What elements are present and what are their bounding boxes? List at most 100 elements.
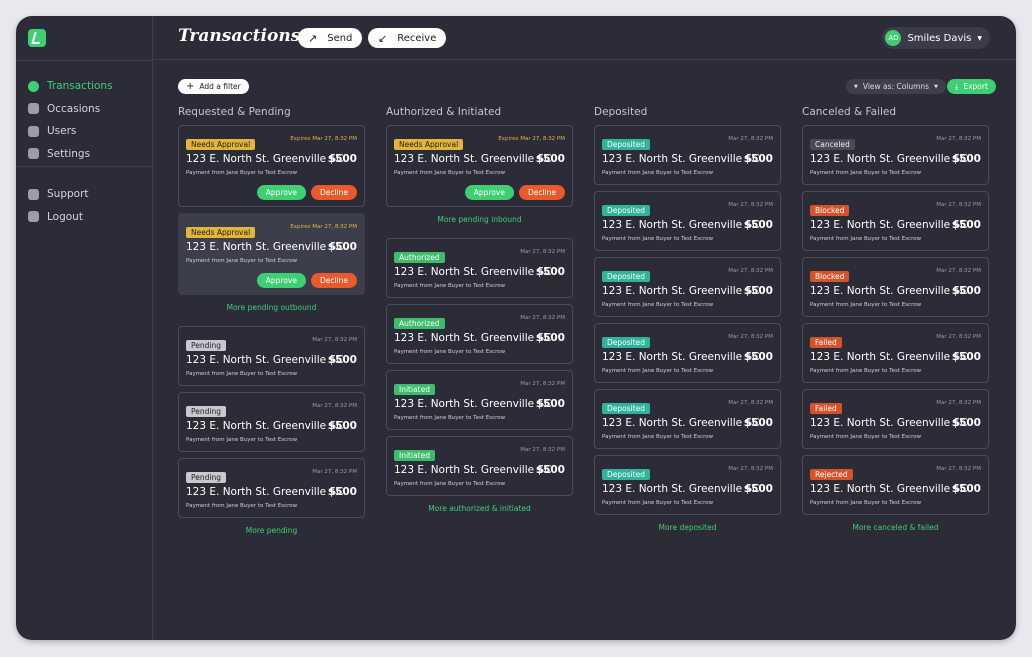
transaction-card[interactable]: Failed Mar 27, 8:32 PM 123 E. North St. Gr… [802, 323, 989, 383]
status-badge: Blocked [810, 271, 850, 282]
transaction-card[interactable]: Deposited Mar 27, 8:32 PM 123 E. North St.… [594, 125, 781, 185]
add-filter-label: Add a filter [199, 82, 241, 91]
transaction-card[interactable]: Needs Approval Expires Mar 27, 8:32 PM 123… [178, 213, 365, 295]
more-link[interactable]: More authorized & initiated [428, 504, 531, 513]
nav-item[interactable]: Settings [28, 146, 90, 162]
transaction-card[interactable]: Failed Mar 27, 8:32 PM 123 E. North St. Gr… [802, 389, 989, 449]
status-badge: Deposited [602, 271, 651, 282]
status-badge: Authorized [394, 318, 445, 329]
date: Mar 27, 8:32 PM [728, 400, 773, 406]
date: Mar 27, 8:32 PM [312, 469, 357, 475]
address: 123 E. North St. Greenville SC [186, 486, 344, 498]
nav-label: Transactions [47, 80, 113, 92]
address: 123 E. North St. Greenville SC [810, 417, 968, 429]
transaction-card[interactable]: Deposited Mar 27, 8:32 PM 123 E. North St.… [594, 455, 781, 515]
user-menu[interactable]: AD Smiles Davis ▼ [882, 27, 990, 49]
address: 123 E. North St. Greenville SC [602, 219, 760, 231]
amount: $500 [743, 351, 773, 363]
action-button[interactable]: Decline [310, 185, 357, 200]
transaction-card[interactable]: Initiated Mar 27, 8:32 PM 123 E. North St.… [386, 436, 573, 496]
date: Mar 27, 8:32 PM [728, 268, 773, 274]
date: Mar 27, 8:32 PM [936, 466, 981, 472]
transaction-card[interactable]: Blocked Mar 27, 8:32 PM 123 E. North St. G… [802, 191, 989, 251]
more-link[interactable]: More pending inbound [437, 215, 522, 224]
action-button[interactable]: Approve [256, 273, 306, 288]
transaction-card[interactable]: Authorized Mar 27, 8:32 PM 123 E. North St… [386, 304, 573, 364]
more-link[interactable]: More deposited [658, 523, 717, 532]
address: 123 E. North St. Greenville SC [394, 153, 552, 165]
column: Requested & Pending Needs Approval Expires… [178, 106, 365, 549]
amount: $500 [327, 241, 357, 253]
transaction-card[interactable]: Initiated Mar 27, 8:32 PM 123 E. North St.… [386, 370, 573, 430]
transaction-card[interactable]: Needs Approval Expires Mar 27, 8:32 PM 123… [386, 125, 573, 207]
date: Mar 27, 8:32 PM [520, 249, 565, 255]
nav-icon [28, 103, 39, 114]
export-button[interactable]: ⤓ Export [947, 79, 996, 94]
more-link[interactable]: More pending outbound [226, 303, 317, 312]
card-actions: Approve Decline [256, 273, 357, 288]
address: 123 E. North St. Greenville SC [602, 153, 760, 165]
view-select[interactable]: ▼ View as: Columns ▼ [846, 79, 946, 94]
status-badge: Deposited [602, 469, 651, 480]
action-button[interactable]: Decline [518, 185, 565, 200]
address: 123 E. North St. Greenville SC [602, 285, 760, 297]
nav-item[interactable]: Users [28, 123, 76, 139]
status-badge: Canceled [810, 139, 855, 150]
action-button[interactable]: Decline [310, 273, 357, 288]
amount: $500 [535, 266, 565, 278]
action-button[interactable]: Approve [256, 185, 306, 200]
amount: $500 [951, 351, 981, 363]
more-link[interactable]: More pending [245, 526, 298, 535]
transaction-card[interactable]: Pending Mar 27, 8:32 PM 123 E. North St. G… [178, 458, 365, 518]
amount: $500 [951, 417, 981, 429]
transaction-card[interactable]: Deposited Mar 27, 8:32 PM 123 E. North St.… [594, 323, 781, 383]
nav-icon [28, 80, 39, 92]
note: Payment from Jane Buyer to Test Escrow [394, 170, 506, 176]
header-button[interactable]: ↗ Send [298, 28, 363, 48]
transaction-card[interactable]: Pending Mar 27, 8:32 PM 123 E. North St. G… [178, 392, 365, 452]
address: 123 E. North St. Greenville SC [394, 398, 552, 410]
transaction-card[interactable]: Deposited Mar 27, 8:32 PM 123 E. North St.… [594, 191, 781, 251]
amount: $500 [743, 285, 773, 297]
more-link[interactable]: More canceled & failed [852, 523, 939, 532]
address: 123 E. North St. Greenville SC [186, 153, 344, 165]
status-badge: Pending [186, 340, 226, 351]
transaction-card[interactable]: Rejected Mar 27, 8:32 PM 123 E. North St. … [802, 455, 989, 515]
transaction-card[interactable]: Authorized Mar 27, 8:32 PM 123 E. North St… [386, 238, 573, 298]
status-badge: Needs Approval [394, 139, 464, 150]
nav-item[interactable]: Transactions [28, 78, 113, 94]
column-title: Requested & Pending [178, 106, 291, 118]
amount: $500 [743, 483, 773, 495]
column-title: Canceled & Failed [802, 106, 897, 118]
action-button[interactable]: Approve [464, 185, 514, 200]
transaction-card[interactable]: Deposited Mar 27, 8:32 PM 123 E. North St.… [594, 257, 781, 317]
transaction-card[interactable]: Pending Mar 27, 8:32 PM 123 E. North St. G… [178, 326, 365, 386]
transaction-card[interactable]: Needs Approval Expires Mar 27, 8:32 PM 123… [178, 125, 365, 207]
amount: $500 [951, 153, 981, 165]
nav-icon [28, 125, 39, 137]
amount: $500 [327, 354, 357, 366]
nav-item[interactable]: Support [28, 186, 89, 202]
transaction-card[interactable]: Canceled Mar 27, 8:32 PM 123 E. North St. … [802, 125, 989, 185]
caret: ▼ [977, 34, 982, 42]
header-button[interactable]: ↙ Receive [368, 28, 447, 48]
note: Payment from Jane Buyer to Test Escrow [394, 283, 506, 289]
avatar: AD [885, 30, 902, 46]
transaction-card[interactable]: Blocked Mar 27, 8:32 PM 123 E. North St. G… [802, 257, 989, 317]
address: 123 E. North St. Greenville SC [810, 483, 968, 495]
amount: $500 [743, 417, 773, 429]
date: Mar 27, 8:32 PM [520, 381, 565, 387]
date: Mar 27, 8:32 PM [936, 202, 981, 208]
column: Authorized & Initiated Needs Approval Expi… [386, 106, 573, 527]
nav-item[interactable]: Logout [28, 209, 83, 225]
note: Payment from Jane Buyer to Test Escrow [394, 415, 506, 421]
add-filter[interactable]: + Add a filter [178, 79, 249, 94]
app-window: Transactions Occasions Users Settings Suppor… [16, 16, 1016, 640]
note: Payment from Jane Buyer to Test Escrow [394, 481, 506, 487]
nav-icon [28, 148, 39, 159]
transaction-card[interactable]: Deposited Mar 27, 8:32 PM 123 E. North St.… [594, 389, 781, 449]
note: Payment from Jane Buyer to Test Escrow [602, 170, 714, 176]
nav-item[interactable]: Occasions [28, 101, 100, 117]
nav-label: Users [47, 125, 77, 137]
note: Payment from Jane Buyer to Test Escrow [810, 500, 922, 506]
